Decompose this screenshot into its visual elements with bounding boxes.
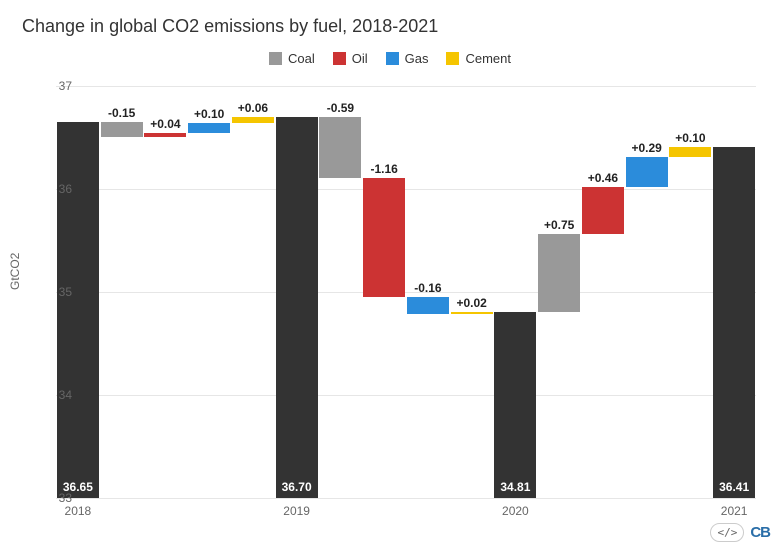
bar-value-label: 36.41: [719, 480, 749, 494]
x-tick-label: 2020: [502, 504, 529, 518]
delta-bar: [538, 234, 580, 311]
legend-label: Oil: [352, 51, 368, 66]
delta-bar: [144, 133, 186, 137]
x-tick-label: 2019: [283, 504, 310, 518]
y-tick-label: 36: [42, 182, 72, 196]
gridline: [56, 292, 756, 293]
gridline: [56, 498, 756, 499]
legend-swatch: [333, 52, 346, 65]
total-bar: [713, 147, 755, 498]
bar-value-label: +0.75: [544, 218, 574, 232]
bar-value-label: 36.70: [282, 480, 312, 494]
bar-value-label: +0.10: [675, 131, 705, 145]
x-tick-label: 2021: [721, 504, 748, 518]
legend-swatch: [446, 52, 459, 65]
delta-bar: [407, 297, 449, 313]
legend-label: Gas: [405, 51, 429, 66]
y-axis-label: GtCO2: [8, 253, 22, 290]
delta-bar: [669, 147, 711, 157]
legend: Coal Oil Gas Cement: [0, 51, 780, 66]
total-bar: [276, 117, 318, 498]
delta-bar: [451, 312, 493, 314]
y-tick-label: 34: [42, 388, 72, 402]
legend-item: Gas: [386, 51, 429, 66]
bar-value-label: +0.10: [194, 107, 224, 121]
bar-value-label: -0.15: [108, 106, 135, 120]
chart-title: Change in global CO2 emissions by fuel, …: [0, 0, 780, 37]
legend-item: Coal: [269, 51, 315, 66]
delta-bar: [363, 178, 405, 297]
bar-value-label: +0.29: [631, 141, 661, 155]
plot-area: 36.65-0.15+0.04+0.10+0.0636.70-0.59-1.16…: [56, 86, 756, 498]
gridline: [56, 395, 756, 396]
y-tick-label: 35: [42, 285, 72, 299]
y-tick-label: 33: [42, 491, 72, 505]
legend-swatch: [386, 52, 399, 65]
bar-value-label: +0.46: [588, 171, 618, 185]
bar-value-label: +0.04: [150, 117, 180, 131]
gridline: [56, 189, 756, 190]
y-tick-label: 37: [42, 79, 72, 93]
bar-value-label: -0.59: [327, 101, 354, 115]
delta-bar: [101, 122, 143, 137]
delta-bar: [582, 187, 624, 234]
bar-value-label: +0.06: [238, 101, 268, 115]
footer: </> CB: [710, 523, 770, 542]
legend-swatch: [269, 52, 282, 65]
total-bar: [57, 122, 99, 498]
legend-item: Cement: [446, 51, 511, 66]
cb-logo-icon: CB: [750, 524, 770, 541]
bar-value-label: -1.16: [370, 162, 397, 176]
total-bar: [494, 312, 536, 498]
delta-bar: [232, 117, 274, 123]
delta-bar: [626, 157, 668, 187]
gridline: [56, 86, 756, 87]
delta-bar: [188, 123, 230, 133]
bar-value-label: 34.81: [500, 480, 530, 494]
delta-bar: [319, 117, 361, 178]
legend-item: Oil: [333, 51, 368, 66]
bar-value-label: +0.02: [456, 296, 486, 310]
x-tick-label: 2018: [65, 504, 92, 518]
legend-label: Coal: [288, 51, 315, 66]
bar-value-label: -0.16: [414, 281, 441, 295]
legend-label: Cement: [465, 51, 511, 66]
embed-icon[interactable]: </>: [710, 523, 744, 542]
